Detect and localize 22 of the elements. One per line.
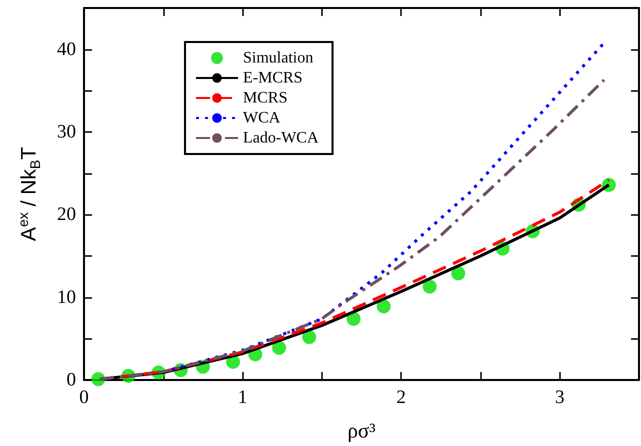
point	[346, 312, 361, 326]
legend-label: Simulation	[243, 50, 314, 66]
x-tick-label: 0	[79, 387, 89, 408]
x-tick-label: 1	[238, 387, 248, 408]
point	[376, 299, 391, 314]
legend-label: E-MCRS	[243, 70, 303, 86]
legend-label: MCRS	[243, 90, 288, 106]
point	[422, 280, 437, 294]
legend-label: Lado-WCA	[243, 130, 319, 146]
x-tick-label: 2	[396, 387, 406, 408]
point	[302, 330, 316, 344]
y-tick-label: 0	[66, 370, 76, 390]
x-tick-label: 3	[554, 387, 564, 408]
legend-label: WCA	[243, 110, 281, 126]
y-tick-label: 10	[57, 286, 76, 308]
point	[272, 340, 286, 355]
x-axis-title: ρσ³	[347, 418, 376, 442]
y-tick-label: 40	[57, 38, 76, 60]
point	[451, 266, 466, 280]
y-tick-label: 30	[57, 122, 76, 142]
y-axis-title: Aex / NkBT	[15, 146, 43, 242]
y-tick-label: 20	[57, 204, 76, 226]
